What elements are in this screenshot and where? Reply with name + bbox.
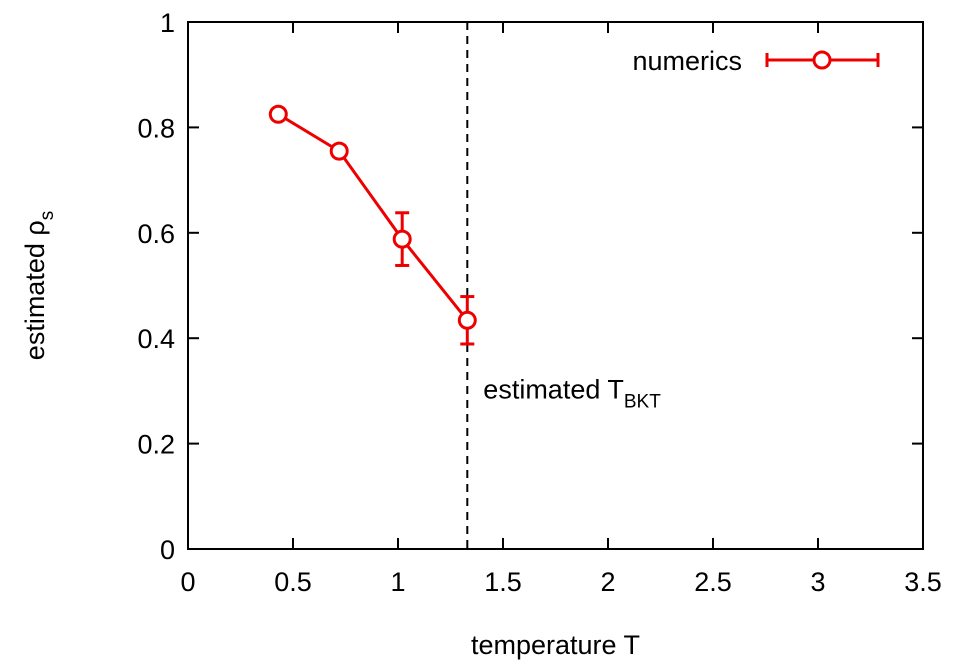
data-point [268,104,288,124]
data-point [457,310,477,330]
x-tick-label: 1.5 [484,567,522,597]
axis-tick-labels: 0 0.5 1 1.5 2 2.5 3 3.5 0 0.2 0.4 0.6 0.8 1 [137,8,941,597]
y-axis-label-main: estimated ρ [20,220,50,360]
y-tick-label: 0.4 [137,324,175,354]
y-tick-label: 0 [160,535,175,565]
legend: numerics [632,46,880,76]
x-tick-label: 3.5 [904,567,942,597]
y-tick-label: 0.8 [137,113,175,143]
x-tick-label: 2 [600,567,615,597]
tbkt-annotation: estimated TBKT [483,374,661,412]
tbkt-annotation-main: estimated T [483,374,624,404]
x-tick-label: 3 [810,567,825,597]
data-point [329,141,349,161]
y-axis-label-subscript: s [37,211,58,221]
y-tick-label: 1 [160,8,175,38]
series-line-segment [277,112,340,153]
legend-marker-numerics [812,50,832,70]
y-tick-label: 0.6 [137,219,175,249]
x-tick-label: 0 [180,567,195,597]
axis-ticks [187,21,924,550]
y-axis-label: estimated ρs [20,211,58,360]
series-line-segment [337,150,404,240]
plot-frame [187,21,924,550]
series-line-segment [401,238,469,322]
y-tick-label: 0.2 [137,430,175,460]
x-tick-label: 1 [390,567,405,597]
legend-label-numerics: numerics [632,46,742,76]
data-point [392,229,412,249]
tbkt-annotation-subscript: BKT [624,391,661,412]
series-layer [268,104,477,346]
x-tick-label: 2.5 [694,567,732,597]
x-tick-label: 0.5 [274,567,312,597]
x-axis-label: temperature T [471,630,640,660]
